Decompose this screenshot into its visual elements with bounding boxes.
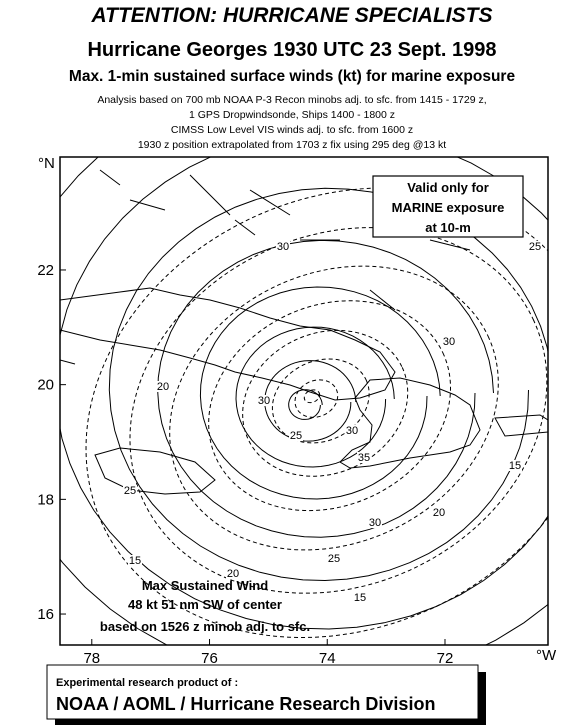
contour-label-bg: [226, 568, 240, 579]
streamline: [199, 286, 441, 500]
isle-of-youth: [60, 359, 76, 365]
lat-tick-label: 18: [37, 491, 54, 508]
validity-text: MARINE exposure: [392, 200, 505, 215]
footer-line: NOAA / AOML / Hurricane Research Divisio…: [56, 694, 435, 714]
product: Max. 1-min sustained surface winds (kt) …: [69, 68, 516, 85]
lat-tick-label: 22: [37, 262, 54, 279]
isotach: [242, 329, 409, 477]
contour-label: 30: [277, 241, 289, 253]
validity-box: [372, 175, 524, 238]
lat-tick-label: 16: [37, 606, 54, 623]
contour-label-bg: [357, 452, 371, 463]
lon-unit: °W: [536, 647, 557, 664]
lon-tick-label: 72: [437, 650, 454, 667]
contour-label-bg: [432, 507, 446, 518]
lon-tick-label: 78: [83, 650, 100, 667]
contour-label: 35: [358, 452, 370, 464]
streamline: [60, 157, 548, 630]
contour-label-bg: [123, 485, 137, 496]
contour-label: 30: [443, 336, 455, 348]
validity-text: at 10-m: [425, 220, 471, 235]
contour-label: 15: [354, 592, 366, 604]
contour-label-bg: [128, 555, 142, 566]
max-wind-text: based on 1526 z minob adj. to sfc.: [100, 619, 310, 634]
contour-label-bg: [276, 241, 290, 252]
streamline: [264, 360, 357, 442]
note: Analysis based on 700 mb NOAA P-3 Recon …: [97, 94, 486, 106]
contour-label: 25: [124, 485, 136, 497]
contour-label: 20: [433, 507, 445, 519]
note: CIMSS Low Level VIS winds adj. to sfc. f…: [171, 124, 413, 136]
contour-label-bg: [368, 517, 382, 528]
contour-label: 15: [129, 555, 141, 567]
streamline: [108, 187, 548, 582]
contour-label-bg: [442, 336, 456, 347]
title: ATTENTION: HURRICANE SPECIALISTS: [91, 4, 493, 27]
subtitle: Hurricane Georges 1930 UTC 23 Sept. 1998: [87, 39, 496, 61]
streamline: [60, 157, 548, 645]
map-frame: [59, 156, 549, 646]
contour-label: 20: [227, 568, 239, 580]
isotach: [129, 227, 548, 594]
footer-line: Experimental research product of :: [56, 677, 238, 689]
isotach: [169, 265, 499, 551]
max-wind-text: Max Sustained Wind: [142, 578, 268, 593]
contour-label-bg: [353, 592, 367, 603]
note: 1 GPS Dropwindsonde, Ships 1400 - 1800 z: [189, 109, 395, 121]
contour-label: 15: [509, 460, 521, 472]
contour-label: 30: [346, 425, 358, 437]
isotachs: [85, 187, 548, 638]
contour-label: 25: [529, 241, 541, 253]
lon-tick-label: 74: [319, 650, 336, 667]
contour-label-bg: [528, 241, 542, 252]
contour-label-bg: [327, 553, 341, 564]
hispaniola: [339, 377, 481, 469]
footer-box: [46, 664, 479, 720]
lat-unit: °N: [38, 155, 55, 172]
validity-text: Valid only for: [407, 180, 489, 195]
contour-label-bg: [156, 381, 170, 392]
contour-label-bg: [257, 395, 271, 406]
contour-label: 20: [157, 381, 169, 393]
contour-label: 25: [290, 430, 302, 442]
isotach: [271, 358, 370, 444]
contour-label: 30: [258, 395, 270, 407]
contour-label: 25: [328, 553, 340, 565]
isotach: [208, 300, 452, 512]
lat-tick-label: 20: [37, 377, 54, 394]
isotach: [294, 379, 339, 418]
jamaica: [94, 447, 216, 495]
lon-tick-label: 76: [201, 650, 218, 667]
streamline: [157, 239, 494, 538]
max-wind-text: 48 kt 51 nm SW of center: [128, 597, 282, 612]
contour-label-bg: [508, 460, 522, 471]
puerto-rico: [494, 414, 548, 437]
streamline: [235, 326, 395, 468]
isotach: [303, 389, 321, 404]
streamline: [288, 389, 323, 420]
contour-label-bg: [289, 430, 303, 441]
contour-label: 30: [369, 517, 381, 529]
note: 1930 z position extrapolated from 1703 z…: [138, 139, 446, 151]
cuba: [60, 287, 396, 401]
contour-label-bg: [345, 425, 359, 436]
